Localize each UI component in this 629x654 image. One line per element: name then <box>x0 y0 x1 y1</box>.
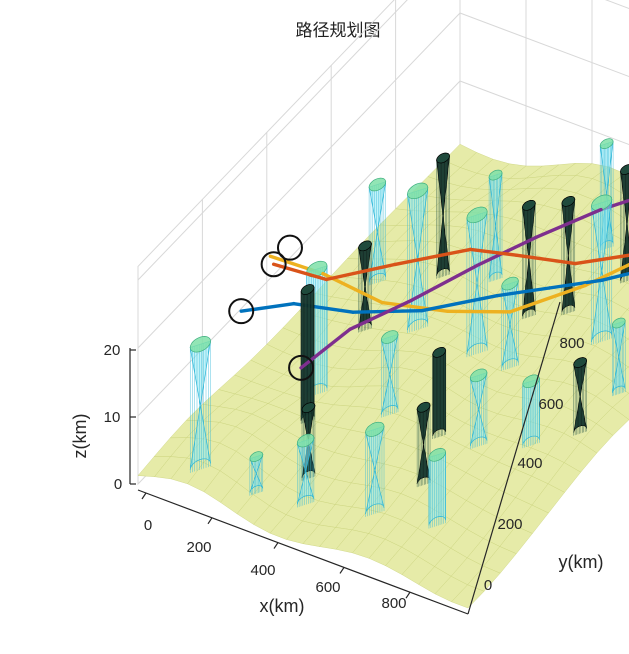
path-segment-blue <box>420 294 499 313</box>
obstacle-cylinder <box>466 206 488 358</box>
cylinder-top <box>599 138 614 149</box>
cylinder-top <box>296 433 315 448</box>
start-marker <box>260 251 287 278</box>
obstacle-cylinder <box>428 448 446 529</box>
x-tick-mark <box>141 492 147 500</box>
cylinder-top <box>189 336 211 353</box>
cylinder-body <box>432 349 447 437</box>
axes-layer: 0 200 400 600 800 0 200 400 600 800 0 10 20 <box>104 301 585 615</box>
cylinder-top <box>416 401 431 413</box>
cylinder-top <box>561 196 576 207</box>
terrain-surface <box>137 143 629 609</box>
cylinder-top <box>611 317 626 329</box>
obstacle-cylinder <box>522 199 536 320</box>
path-segment-purple <box>475 235 538 268</box>
x-tick-label: 400 <box>250 562 275 579</box>
obstacle-cylinder <box>189 336 211 473</box>
y-tick-label: 400 <box>517 455 542 472</box>
cylinder-top <box>436 152 450 164</box>
y-axis-label: y(km) <box>559 552 604 572</box>
cylinder-top <box>469 368 488 383</box>
y-tick-label: 0 <box>484 577 492 594</box>
x-tick-label: 0 <box>144 517 152 534</box>
cylinder-top <box>368 177 387 192</box>
z-tick-label: 0 <box>114 476 122 493</box>
path-segment-orange <box>514 253 577 266</box>
chart-title: 路径规划图 <box>296 21 381 41</box>
cylinder-body <box>522 378 540 446</box>
obstacle-cylinder <box>501 276 519 371</box>
x-tick-label: 800 <box>381 595 406 612</box>
path-segment-purple <box>299 327 352 370</box>
path-segment-blue <box>599 271 629 282</box>
grid-line-z <box>137 12 629 349</box>
start-marker <box>276 234 303 261</box>
path-segment-blue <box>547 278 604 290</box>
obstacle-cylinder <box>573 357 588 436</box>
path-segment-yellow <box>380 300 450 313</box>
z-tick-label: 10 <box>104 409 121 426</box>
cylinder-top <box>249 451 264 462</box>
path-segment-orange <box>271 262 329 282</box>
path-segment-yellow <box>508 283 587 314</box>
cylinder-top <box>428 448 446 462</box>
x-axis-label: x(km) <box>260 596 305 616</box>
obstacle-cylinder <box>469 368 488 450</box>
z-axis-label: z(km) <box>70 414 90 459</box>
y-tick-label: 800 <box>559 335 584 352</box>
cylinder-body <box>300 286 315 421</box>
start-marker <box>228 298 255 325</box>
x-tick-label: 600 <box>315 579 340 596</box>
path-segment-purple <box>410 263 479 302</box>
cylinder-top <box>300 284 315 295</box>
x-tick-mark <box>339 567 345 574</box>
path-segment-orange <box>324 262 397 282</box>
path-segment-yellow <box>446 309 512 314</box>
obstacle-cylinder <box>358 240 372 333</box>
path-segment-orange <box>468 247 519 257</box>
path-segment-purple <box>534 207 603 240</box>
grid-line-z <box>137 0 629 281</box>
cylinder-body <box>428 451 446 526</box>
y-axis-line <box>467 301 561 615</box>
grid-line-z <box>137 80 629 417</box>
obstacle-cylinder <box>296 433 315 508</box>
cylinder-top <box>432 346 447 358</box>
obstacle-cylinder <box>380 330 399 418</box>
y-tick-label: 200 <box>497 516 522 533</box>
cylinder-top <box>501 276 519 291</box>
cylinder-top <box>466 206 488 224</box>
obstacle-cylinder <box>436 152 450 279</box>
path-segment-purple <box>348 298 414 332</box>
cylinder-top <box>358 240 372 252</box>
cylinder-top <box>573 357 587 368</box>
terrain-cell <box>451 584 485 609</box>
cylinder-top <box>365 421 385 437</box>
obstacle-cylinder <box>432 346 447 440</box>
cylinder-top <box>301 402 316 413</box>
x-axis-line <box>137 489 469 615</box>
x-tick-mark <box>405 591 411 599</box>
cylinder-top <box>522 199 536 211</box>
path-segment-blue <box>495 286 552 298</box>
obstacle-cylinder <box>249 451 264 496</box>
x-tick-label: 200 <box>186 539 211 556</box>
obstacle-cylinder <box>611 317 626 397</box>
obstacle-cylinder <box>365 421 385 517</box>
x-tick-mark <box>207 517 213 525</box>
cylinder-top <box>381 330 399 344</box>
z-tick-label: 20 <box>104 342 121 359</box>
path-segment-orange <box>393 247 473 267</box>
obstacle-cylinder <box>591 194 613 346</box>
cylinder-top <box>488 169 503 181</box>
cylinder-top <box>620 164 629 175</box>
y-tick-label: 600 <box>538 396 563 413</box>
start-marker <box>288 354 315 381</box>
x-tick-mark <box>273 542 279 549</box>
cylinder-top <box>407 182 429 200</box>
path-segment-orange <box>573 253 629 266</box>
scene-layer <box>189 138 629 529</box>
path-segment-blue <box>239 301 296 313</box>
